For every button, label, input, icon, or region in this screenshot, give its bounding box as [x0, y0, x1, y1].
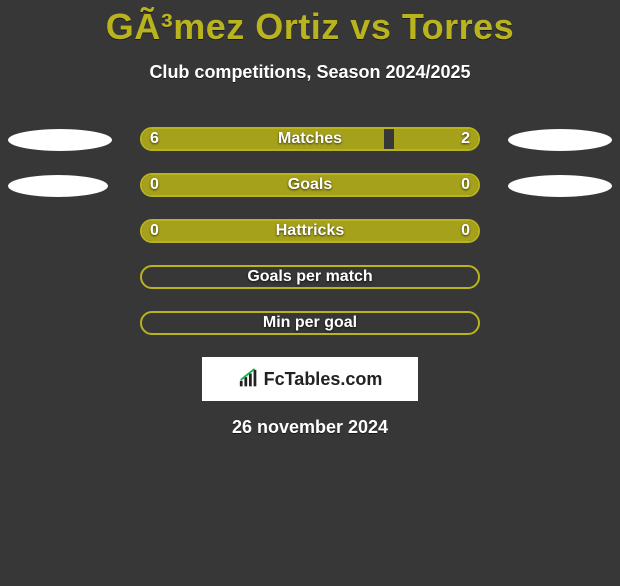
source-logo-box: FcTables.com — [202, 357, 418, 401]
stat-row: 00Goals — [0, 173, 620, 199]
stat-bar-track: 62Matches — [140, 127, 480, 151]
stat-row: 62Matches — [0, 127, 620, 153]
stat-label: Matches — [142, 129, 478, 149]
stat-bar-track: 00Goals — [140, 173, 480, 197]
stat-label: Goals — [142, 175, 478, 195]
stat-bar-track: 00Hattricks — [140, 219, 480, 243]
comparison-subtitle: Club competitions, Season 2024/2025 — [0, 62, 620, 83]
stat-row: Min per goal — [0, 311, 620, 337]
player-right-ellipse-icon — [508, 175, 612, 197]
player-left-ellipse-icon — [8, 175, 108, 197]
snapshot-date: 26 november 2024 — [0, 417, 620, 438]
bar-chart-icon — [238, 368, 260, 390]
stat-label: Hattricks — [142, 221, 478, 241]
source-logo-text: FcTables.com — [264, 369, 383, 390]
player-left-ellipse-icon — [8, 129, 112, 151]
stat-row: 00Hattricks — [0, 219, 620, 245]
player-right-ellipse-icon — [508, 129, 612, 151]
comparison-title: GÃ³mez Ortiz vs Torres — [0, 6, 620, 48]
source-logo: FcTables.com — [238, 368, 383, 390]
stat-rows: 62Matches 00Goals 00Hattricks Goals per mat… — [0, 127, 620, 337]
stat-label: Goals per match — [142, 267, 478, 287]
stat-row: Goals per match — [0, 265, 620, 291]
stat-bar-track: Goals per match — [140, 265, 480, 289]
stat-bar-track: Min per goal — [140, 311, 480, 335]
stat-label: Min per goal — [142, 313, 478, 333]
